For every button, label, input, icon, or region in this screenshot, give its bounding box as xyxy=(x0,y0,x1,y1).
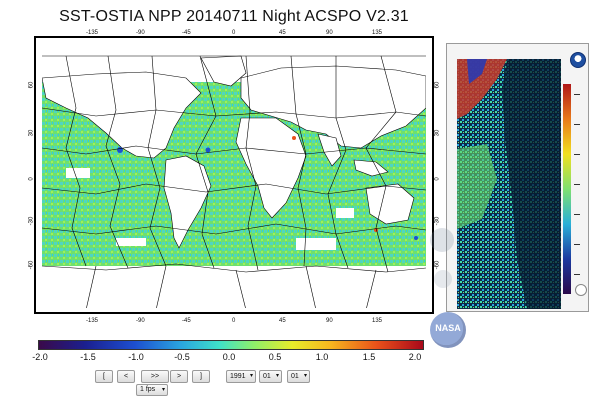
cold-anomaly xyxy=(117,147,123,153)
month-select[interactable]: 01 ▾ xyxy=(259,370,282,383)
regional-sst-image xyxy=(457,59,561,309)
data-gap xyxy=(296,238,336,250)
sst-map-svg xyxy=(42,38,426,308)
bottom-lon-label: 45 xyxy=(279,318,286,324)
chevron-down-icon: ▾ xyxy=(249,373,253,379)
color-scale-label: -2.0 xyxy=(32,352,48,362)
faint-emblem-icon xyxy=(430,228,454,252)
nasa-logo-text: NASA xyxy=(435,323,461,333)
day-select[interactable]: 01 ▾ xyxy=(287,370,310,383)
top-lon-label: 0 xyxy=(232,30,236,36)
land-india xyxy=(317,133,342,167)
right-lat-label: 60 xyxy=(434,81,441,89)
regional-color-scale-bar xyxy=(563,84,571,294)
color-scale-label: -0.5 xyxy=(174,352,190,362)
bottom-lon-label: 0 xyxy=(232,318,236,324)
speed-select-value: 1 fps xyxy=(140,386,156,393)
top-lon-label: -90 xyxy=(136,30,145,36)
color-scale-label: -1.5 xyxy=(80,352,96,362)
sst-map xyxy=(34,36,434,314)
bottom-lon-label: 135 xyxy=(372,318,383,324)
cold-anomaly xyxy=(414,236,418,240)
right-lat-label: 0 xyxy=(434,177,441,181)
next-frame-button[interactable]: > xyxy=(170,370,188,383)
left-lat-label: -60 xyxy=(28,260,35,270)
data-gap xyxy=(336,208,354,218)
speed-select[interactable]: 1 fps ▾ xyxy=(136,384,168,396)
color-scale-label: 0.0 xyxy=(222,352,236,362)
regional-sst-svg xyxy=(457,59,561,309)
data-gap xyxy=(66,168,90,178)
land-africa xyxy=(235,117,307,219)
figure-title: SST-OSTIA NPP 20140711 Night ACSPO V2.31 xyxy=(59,8,409,25)
chevron-down-icon: ▾ xyxy=(303,373,307,379)
left-lat-label: -30 xyxy=(28,216,35,226)
coastal-region xyxy=(457,144,497,229)
warm-water-region xyxy=(467,59,487,84)
land-greenland xyxy=(200,55,247,87)
color-scale-label: -1.0 xyxy=(128,352,144,362)
chevron-down-icon: ▾ xyxy=(161,387,165,393)
map-ticks xyxy=(91,38,374,42)
regional-scale-ticks xyxy=(574,94,580,275)
color-scale-label: 2.0 xyxy=(408,352,422,362)
top-lon-label: 135 xyxy=(372,30,383,36)
color-scale-label: 0.5 xyxy=(268,352,282,362)
top-lon-label: 45 xyxy=(279,30,286,36)
bottom-lon-label: -90 xyxy=(136,318,145,324)
badge-icon xyxy=(575,284,587,296)
regional-image-panel[interactable] xyxy=(446,43,589,312)
color-scale-label: 1.0 xyxy=(315,352,329,362)
left-lat-label: 30 xyxy=(28,129,35,137)
play-button[interactable]: >> xyxy=(141,370,169,383)
right-lat-label: 30 xyxy=(434,129,441,137)
color-scale-bar xyxy=(38,340,424,350)
year-select-value: 1991 xyxy=(230,373,246,380)
left-lat-label: 60 xyxy=(28,81,35,89)
day-select-value: 01 xyxy=(291,373,299,380)
month-select-value: 01 xyxy=(263,373,271,380)
noaa-logo-icon xyxy=(570,52,586,68)
bottom-lon-label: 90 xyxy=(326,318,333,324)
region-grid xyxy=(42,55,426,308)
bottom-lon-label: -135 xyxy=(86,318,99,324)
first-frame-button[interactable]: [ xyxy=(95,370,113,383)
faint-emblem-icon xyxy=(434,270,452,288)
land-australia xyxy=(365,183,415,225)
right-lat-label: -30 xyxy=(434,216,441,226)
last-frame-button[interactable]: ] xyxy=(192,370,210,383)
left-lat-label: 0 xyxy=(28,177,35,181)
cold-anomaly xyxy=(205,147,211,153)
right-lat-label: -60 xyxy=(434,260,441,270)
year-select[interactable]: 1991 ▾ xyxy=(226,370,256,383)
chevron-down-icon: ▾ xyxy=(275,373,279,379)
bottom-lon-label: -45 xyxy=(182,318,191,324)
data-gap xyxy=(116,238,146,246)
nasa-logo-icon: NASA xyxy=(430,312,466,348)
antarctic-region xyxy=(42,266,426,308)
land-eurasia xyxy=(240,65,426,149)
color-scale-label: 1.5 xyxy=(362,352,376,362)
prev-frame-button[interactable]: < xyxy=(117,370,135,383)
top-lon-label: -45 xyxy=(182,30,191,36)
warm-anomaly xyxy=(292,136,296,140)
cold-water-region xyxy=(502,59,561,309)
top-lon-label: 90 xyxy=(326,30,333,36)
top-lon-label: -135 xyxy=(86,30,99,36)
